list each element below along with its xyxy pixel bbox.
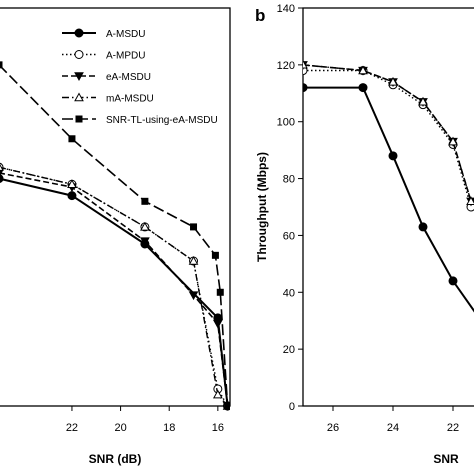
data-point-ma-msdu — [466, 196, 474, 206]
y-tick-label: 20 — [283, 344, 295, 356]
panel-a-series — [0, 61, 230, 412]
x-tick-label: 16 — [212, 422, 224, 434]
data-point-snr-tl-using-ea-msdu — [141, 197, 149, 205]
legend-label-a-msdu: A-MSDU — [106, 29, 145, 40]
series-line-ma-msdu — [0, 166, 229, 407]
panel-b-chart: b 26 24 22 0 20 40 60 80 100 120 140 Throughput (M… — [255, 3, 474, 466]
x-tick-label: 22 — [447, 422, 459, 434]
y-tick-label: 140 — [277, 3, 295, 15]
data-point-ma-msdu — [0, 163, 4, 171]
data-point-ma-msdu — [418, 96, 428, 106]
x-tick-label: 18 — [163, 422, 175, 434]
series-line-ma-msdu — [303, 64, 472, 202]
series-line-ea-msdu — [303, 64, 472, 202]
series-line-ea-msdu — [0, 172, 229, 407]
data-point-snr-tl-using-ea-msdu — [190, 223, 198, 231]
y-tick-label: 80 — [283, 174, 295, 186]
legend-marker-a-msdu — [74, 28, 84, 38]
data-point-ma-msdu — [358, 65, 368, 75]
panel-b-y-axis-title: Throughput (Mbps) — [255, 152, 269, 262]
panel-a-x-axis-title: SNR (dB) — [89, 452, 142, 466]
panel-b-letter: b — [255, 6, 265, 25]
legend-marker-ma-msdu — [74, 92, 84, 102]
data-point-snr-tl-using-ea-msdu — [224, 402, 230, 410]
data-point-a-msdu — [418, 222, 428, 232]
data-point-a-msdu — [67, 191, 77, 201]
y-tick-label: 40 — [283, 287, 295, 299]
data-point-ma-msdu — [448, 136, 458, 146]
panel-a-plot-frame — [0, 7, 231, 407]
data-point-snr-tl-using-ea-msdu — [68, 135, 76, 143]
data-point-ma-msdu — [188, 255, 199, 265]
legend-label-a-mpdu: A-MPDU — [106, 51, 145, 62]
series-line-a-msdu — [303, 86, 474, 313]
data-point-ma-msdu — [140, 221, 150, 231]
data-point-ea-msdu — [0, 169, 4, 177]
data-point-a-msdu — [388, 151, 398, 161]
legend-marker-a-mpdu — [74, 50, 84, 59]
legend-label-ma-msdu: mA-MSDU — [106, 94, 154, 105]
y-tick-label: 100 — [277, 117, 295, 129]
data-point-ma-msdu — [67, 179, 77, 188]
legend-label-ea-msdu: eA-MSDU — [106, 72, 151, 83]
data-point-a-msdu — [303, 83, 308, 93]
panel-a-x-ticks: 22 20 18 16 — [66, 406, 224, 434]
x-tick-label: 22 — [66, 422, 78, 434]
x-tick-label: 26 — [327, 422, 339, 434]
data-point-snr-tl-using-ea-msdu — [211, 251, 219, 259]
series-line-a-mpdu — [0, 166, 229, 407]
y-tick-label: 0 — [289, 401, 295, 413]
panel-b-series — [303, 59, 474, 313]
legend-marker-snr-tl-using-ea-msdu — [75, 115, 83, 123]
data-point-ma-msdu — [303, 59, 308, 69]
data-point-ma-msdu — [388, 76, 398, 86]
panel-a-chart: 22 20 18 16 A-MSDU A-MPDU eA-MSDU mA-MSDU SNR-T… — [0, 7, 231, 466]
data-point-ea-msdu — [212, 319, 223, 329]
x-tick-label: 24 — [387, 422, 399, 434]
panel-b-x-axis-title: SNR — [433, 452, 459, 466]
panel-b-axis-ticks: 26 24 22 0 20 40 60 80 100 120 140 — [277, 3, 459, 434]
data-point-ma-msdu — [212, 389, 223, 399]
data-point-snr-tl-using-ea-msdu — [0, 61, 3, 69]
data-point-a-msdu — [448, 276, 458, 286]
data-point-ea-msdu — [188, 291, 199, 301]
series-line-a-mpdu — [303, 69, 472, 208]
y-tick-label: 120 — [277, 60, 295, 72]
x-tick-label: 20 — [114, 422, 126, 434]
legend-label-snr-tl-using-ea-msdu: SNR-TL-using-eA-MSDU — [106, 115, 218, 126]
data-point-a-msdu — [0, 174, 4, 183]
legend-marker-ea-msdu — [74, 72, 84, 82]
data-point-snr-tl-using-ea-msdu — [216, 288, 224, 296]
data-point-ea-msdu — [140, 237, 150, 247]
panel-a-legend: A-MSDU A-MPDU eA-MSDU mA-MSDU SNR-TL-using-e… — [62, 28, 218, 126]
y-tick-label: 60 — [283, 230, 295, 242]
data-point-a-msdu — [358, 83, 368, 93]
